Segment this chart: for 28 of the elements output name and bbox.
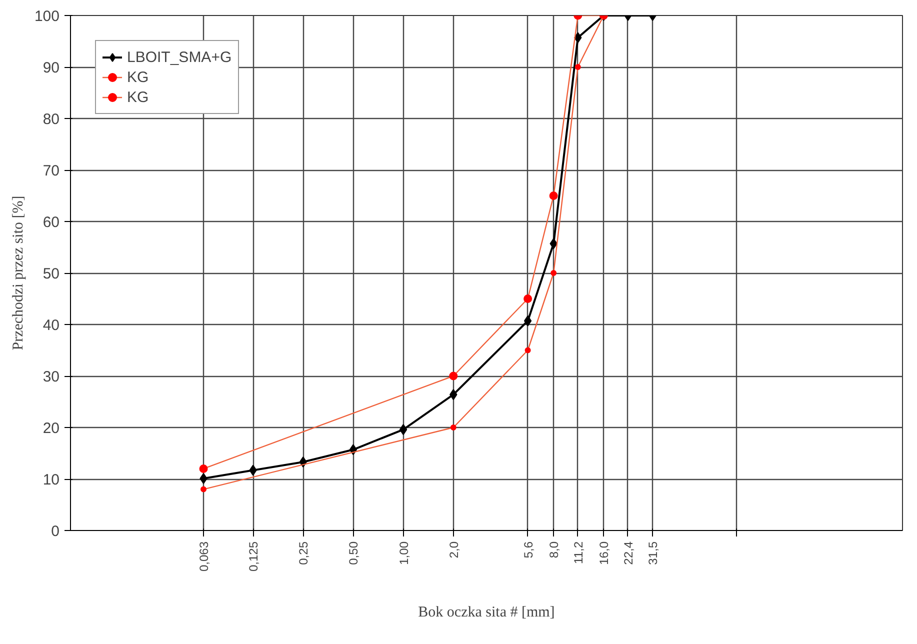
x-tick-label: 8,0 <box>547 541 562 558</box>
x-tick-label: 31,5 <box>646 541 660 565</box>
y-tick-label: 80 <box>42 111 60 128</box>
y-tick-label: 90 <box>42 60 60 76</box>
x-axis-title: Bok oczka sita # [mm] <box>418 604 555 621</box>
y-tick-label: 20 <box>42 420 60 437</box>
y-tick-label: 50 <box>42 266 60 282</box>
legend-label: KG <box>127 88 149 106</box>
x-tick-label: 22,4 <box>621 541 636 565</box>
x-tick-label: 0,063 <box>197 541 212 572</box>
x-tick-label: 0,125 <box>246 541 261 572</box>
x-tick-label: 2,0 <box>446 541 461 558</box>
y-axis-title: Przechodzi przez sito [%] <box>10 196 26 350</box>
x-tick-label: 0,50 <box>346 541 361 565</box>
y-tick-label: 10 <box>42 472 60 488</box>
y-tick-label: 40 <box>42 317 60 334</box>
y-tick-label: 60 <box>42 214 60 231</box>
legend-label: KG <box>127 68 149 86</box>
y-tick-label: 0 <box>51 523 60 540</box>
x-tick-label: 0,25 <box>296 541 311 565</box>
y-tick-label: 30 <box>42 368 60 386</box>
legend-label: LBOIT_SMA+G <box>127 48 232 66</box>
y-tick-label: 100 <box>34 8 60 25</box>
x-tick-label: 11,2 <box>571 541 586 564</box>
x-tick-label: 16,0 <box>597 541 612 565</box>
x-tick-label: 1,00 <box>396 541 411 565</box>
x-tick-label: 5,6 <box>521 541 536 558</box>
y-tick-label: 70 <box>42 162 60 180</box>
